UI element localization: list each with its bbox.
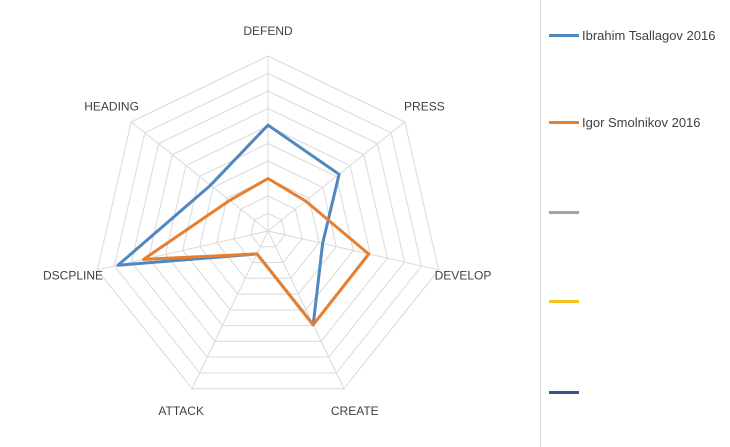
- legend-swatch: [549, 34, 579, 37]
- legend-item-0: Ibrahim Tsallagov 2016: [549, 27, 730, 45]
- gridline-10: [96, 55, 440, 390]
- series-line-0: [116, 123, 341, 327]
- axis-line-press: [267, 121, 406, 232]
- axis-label-create: CREATE: [331, 404, 379, 418]
- legend-divider: [540, 0, 541, 447]
- gridline-7: [148, 107, 388, 342]
- series-line-1: [142, 177, 371, 327]
- legend-swatch: [549, 211, 579, 214]
- legend-item-4: [549, 384, 730, 394]
- radar-svg: DEFEND PRESS DEVELOP CREATE ATTACK DSCPLINE HE…: [43, 24, 492, 418]
- axis-line-create: [267, 230, 345, 389]
- legend-item-1: Igor Smolnikov 2016: [549, 114, 730, 132]
- axis-line-attack: [191, 230, 269, 389]
- legend-item-2: [549, 204, 730, 214]
- legend-label: Igor Smolnikov 2016: [582, 115, 701, 130]
- legend-swatch: [549, 121, 579, 124]
- gridline-6: [165, 125, 371, 327]
- gridline-8: [130, 90, 406, 358]
- legend: Ibrahim Tsallagov 2016 Igor Smolnikov 201…: [541, 0, 730, 447]
- gridline-1: [250, 212, 286, 248]
- axis-label-dscpline: DSCPLINE: [43, 269, 103, 283]
- axis-label-defend: DEFEND: [243, 24, 293, 38]
- axis-label-attack: ATTACK: [158, 404, 204, 418]
- axis-label-heading: HEADING: [84, 99, 139, 113]
- legend-label: Ibrahim Tsallagov 2016: [582, 28, 716, 43]
- legend-swatch: [549, 300, 579, 303]
- gridline-2: [233, 195, 303, 264]
- radar-chart: DEFEND PRESS DEVELOP CREATE ATTACK DSCPLINE HE…: [43, 24, 492, 418]
- gridline-4: [199, 160, 337, 295]
- legend-swatch: [549, 391, 579, 394]
- axis-line-heading: [130, 121, 269, 232]
- gridline-5: [182, 142, 354, 311]
- axis-line-develop: [267, 230, 439, 271]
- gridline-9: [113, 72, 423, 374]
- axis-label-press: PRESS: [404, 99, 445, 113]
- axis-label-develop: DEVELOP: [435, 269, 492, 283]
- legend-item-3: [549, 293, 730, 303]
